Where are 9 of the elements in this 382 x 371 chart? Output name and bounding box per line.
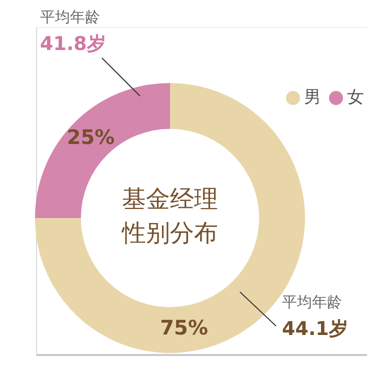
text: 基金经理性别分布 [121,185,218,248]
data-label: 25% [66,124,115,149]
text: 平均年龄 [282,292,342,311]
legend-label: 男 [304,87,321,108]
data-label: 75% [160,315,208,340]
text: 44.1岁 [282,318,348,340]
legend-label: 女 [347,87,364,108]
text: 平均年龄 [40,8,100,26]
text: 41.8岁 [40,32,106,55]
